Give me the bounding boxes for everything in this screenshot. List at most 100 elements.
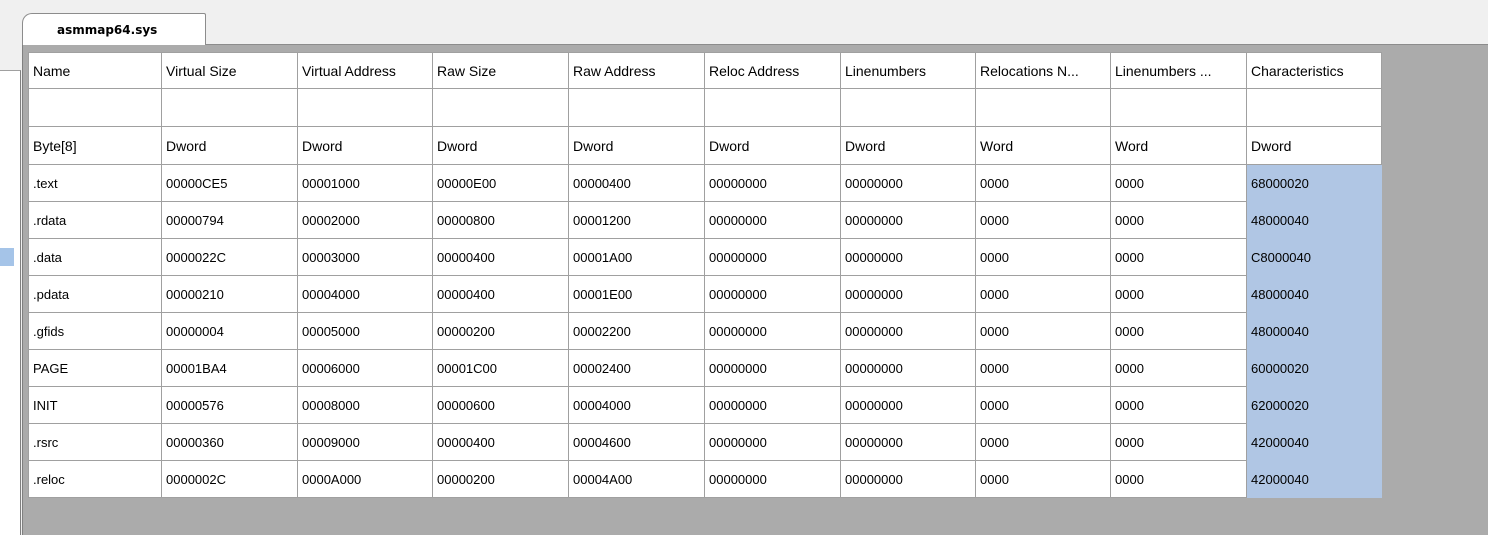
table-cell[interactable]: 00000000: [840, 349, 976, 387]
table-cell[interactable]: INIT: [28, 386, 162, 424]
table-cell[interactable]: 00000000: [704, 460, 841, 498]
table-cell[interactable]: 0000: [975, 201, 1111, 239]
table-cell[interactable]: 00000360: [161, 423, 298, 461]
table-cell[interactable]: 0000: [1110, 386, 1247, 424]
table-row[interactable]: .text 00000CE5 00001000 00000E00 00000400 000…: [28, 164, 1382, 202]
table-cell[interactable]: 00002200: [568, 312, 705, 350]
filter-cell[interactable]: [975, 88, 1111, 127]
table-cell[interactable]: 00000000: [704, 349, 841, 387]
table-cell[interactable]: 00000400: [432, 423, 569, 461]
table-cell[interactable]: 62000020: [1246, 386, 1382, 424]
table-cell[interactable]: 00000000: [840, 312, 976, 350]
table-cell[interactable]: 00000000: [704, 423, 841, 461]
column-header-7[interactable]: Relocations N...: [975, 52, 1111, 89]
table-cell[interactable]: .data: [28, 238, 162, 276]
table-cell[interactable]: 0000: [975, 275, 1111, 313]
table-cell[interactable]: 00001BA4: [161, 349, 298, 387]
column-header-8[interactable]: Linenumbers ...: [1110, 52, 1247, 89]
table-cell[interactable]: 0000: [975, 164, 1111, 202]
table-cell[interactable]: 00004600: [568, 423, 705, 461]
column-header-9[interactable]: Characteristics: [1246, 52, 1382, 89]
table-cell[interactable]: 42000040: [1246, 460, 1382, 498]
filter-cell[interactable]: [161, 88, 298, 127]
table-cell[interactable]: 00003000: [297, 238, 433, 276]
table-cell[interactable]: 0000: [975, 349, 1111, 387]
table-cell[interactable]: 00001A00: [568, 238, 705, 276]
table-cell[interactable]: 0000: [1110, 349, 1247, 387]
table-cell[interactable]: 0000: [1110, 423, 1247, 461]
table-cell[interactable]: 68000020: [1246, 164, 1382, 202]
table-cell[interactable]: .reloc: [28, 460, 162, 498]
table-cell[interactable]: 0000002C: [161, 460, 298, 498]
table-row[interactable]: PAGE 00001BA4 00006000 00001C00 00002400 0000…: [28, 349, 1382, 387]
table-cell[interactable]: 0000: [975, 238, 1111, 276]
table-cell[interactable]: 00001000: [297, 164, 433, 202]
column-header-3[interactable]: Raw Size: [432, 52, 569, 89]
table-cell[interactable]: 00002000: [297, 201, 433, 239]
table-cell[interactable]: 00000000: [704, 164, 841, 202]
table-cell[interactable]: 00000000: [840, 423, 976, 461]
table-cell[interactable]: C8000040: [1246, 238, 1382, 276]
filter-cell[interactable]: [840, 88, 976, 127]
table-cell[interactable]: 00000576: [161, 386, 298, 424]
column-header-6[interactable]: Linenumbers: [840, 52, 976, 89]
table-cell[interactable]: 00000400: [568, 164, 705, 202]
table-cell[interactable]: 48000040: [1246, 275, 1382, 313]
table-cell[interactable]: 00000CE5: [161, 164, 298, 202]
filter-cell[interactable]: [1110, 88, 1247, 127]
table-cell[interactable]: 0000: [1110, 460, 1247, 498]
table-cell[interactable]: 00009000: [297, 423, 433, 461]
table-cell[interactable]: 00000000: [704, 386, 841, 424]
table-cell[interactable]: 0000: [1110, 238, 1247, 276]
table-cell[interactable]: 00000200: [432, 312, 569, 350]
table-cell[interactable]: 00000000: [704, 312, 841, 350]
filter-cell[interactable]: [704, 88, 841, 127]
table-cell[interactable]: 00000000: [704, 238, 841, 276]
table-cell[interactable]: 00006000: [297, 349, 433, 387]
table-cell[interactable]: 48000040: [1246, 201, 1382, 239]
table-cell[interactable]: .pdata: [28, 275, 162, 313]
table-cell[interactable]: 00004000: [297, 275, 433, 313]
table-cell[interactable]: 00001200: [568, 201, 705, 239]
column-header-2[interactable]: Virtual Address: [297, 52, 433, 89]
table-row[interactable]: .data 0000022C 00003000 00000400 00001A00 000…: [28, 238, 1382, 276]
table-cell[interactable]: 00000000: [840, 238, 976, 276]
table-cell[interactable]: .rdata: [28, 201, 162, 239]
table-cell[interactable]: 00000000: [704, 201, 841, 239]
table-cell[interactable]: 0000: [1110, 201, 1247, 239]
table-cell[interactable]: 00000000: [840, 460, 976, 498]
filter-cell[interactable]: [568, 88, 705, 127]
table-cell[interactable]: 00000400: [432, 238, 569, 276]
table-cell[interactable]: 60000020: [1246, 349, 1382, 387]
table-cell[interactable]: 00000200: [432, 460, 569, 498]
table-cell[interactable]: .text: [28, 164, 162, 202]
table-cell[interactable]: 00001C00: [432, 349, 569, 387]
table-cell[interactable]: 0000: [975, 423, 1111, 461]
table-cell[interactable]: 0000022C: [161, 238, 298, 276]
table-cell[interactable]: 00000000: [840, 386, 976, 424]
table-cell[interactable]: 00000000: [840, 275, 976, 313]
table-cell[interactable]: 00004000: [568, 386, 705, 424]
table-cell[interactable]: PAGE: [28, 349, 162, 387]
filter-cell[interactable]: [28, 88, 162, 127]
table-cell[interactable]: 00000794: [161, 201, 298, 239]
table-cell[interactable]: 00000000: [704, 275, 841, 313]
table-cell[interactable]: 0000: [975, 460, 1111, 498]
tab-asmmap64[interactable]: asmmap64.sys: [22, 13, 206, 45]
table-row[interactable]: .rdata 00000794 00002000 00000800 00001200 00…: [28, 201, 1382, 239]
table-cell[interactable]: 00000600: [432, 386, 569, 424]
table-cell[interactable]: 00005000: [297, 312, 433, 350]
table-cell[interactable]: 00002400: [568, 349, 705, 387]
table-cell[interactable]: .gfids: [28, 312, 162, 350]
table-cell[interactable]: 0000: [1110, 164, 1247, 202]
table-cell[interactable]: 00000000: [840, 201, 976, 239]
filter-cell[interactable]: [1246, 88, 1382, 127]
table-row[interactable]: INIT 00000576 00008000 00000600 00004000 0000…: [28, 386, 1382, 424]
column-header-5[interactable]: Reloc Address: [704, 52, 841, 89]
table-cell[interactable]: 00000004: [161, 312, 298, 350]
table-row[interactable]: .pdata 00000210 00004000 00000400 00001E00 00…: [28, 275, 1382, 313]
column-header-1[interactable]: Virtual Size: [161, 52, 298, 89]
filter-cell[interactable]: [432, 88, 569, 127]
table-cell[interactable]: 48000040: [1246, 312, 1382, 350]
column-header-0[interactable]: Name: [28, 52, 162, 89]
